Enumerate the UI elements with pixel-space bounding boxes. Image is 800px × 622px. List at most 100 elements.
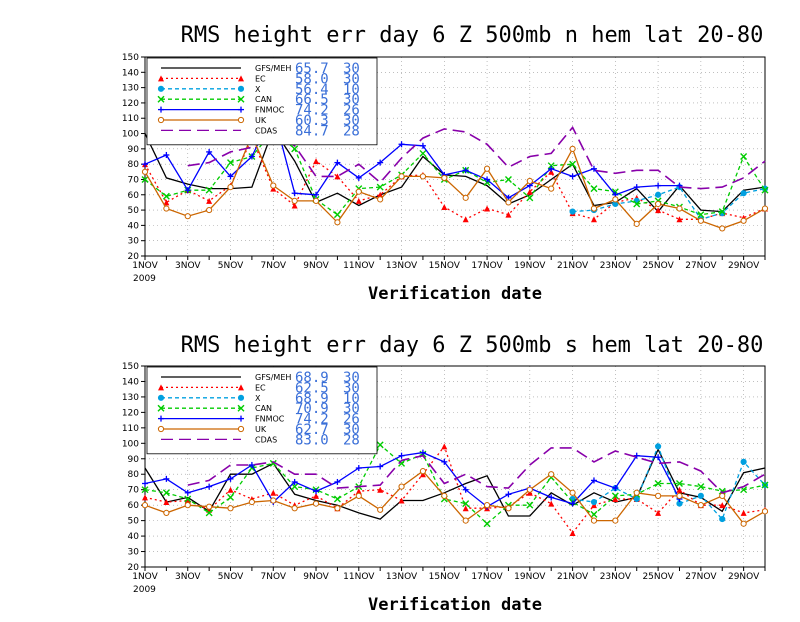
data-point-can <box>483 520 491 528</box>
data-point-uk <box>206 206 213 214</box>
data-point-x <box>569 208 576 215</box>
y-axis: 20 30 40 50 60 70 80 90 100 110 120 130 140 150 <box>122 53 145 262</box>
legend-entry-fnmoc: FNMOC 74.2 26 <box>158 412 360 428</box>
data-point-uk <box>291 197 298 204</box>
data-point-uk <box>526 486 533 493</box>
data-point-uk <box>377 506 384 513</box>
data-point-ec <box>655 207 662 214</box>
data-point-uk <box>141 502 149 509</box>
data-point-uk <box>633 489 640 496</box>
data-point-uk <box>719 492 726 499</box>
data-point-can <box>590 510 598 518</box>
data-point-fnmoc <box>142 480 148 487</box>
data-point-fnmoc <box>633 184 640 191</box>
x-tick-label: 29NOV <box>728 572 760 582</box>
data-point-ec <box>548 168 555 175</box>
legend-label: X <box>255 85 261 94</box>
data-point-ec <box>142 494 148 501</box>
data-point-uk <box>312 197 320 204</box>
series-line-x <box>572 186 766 221</box>
x-tick-label: 25NOV <box>642 261 674 271</box>
x-year-label: 2009 <box>133 585 156 595</box>
data-point-can <box>569 160 577 168</box>
x-tick-label: 7NOV <box>261 572 287 582</box>
x-tick-label: 21NOV <box>557 572 589 582</box>
legend-marker-end <box>238 106 244 113</box>
data-point-can-stroke-b <box>376 183 384 191</box>
chart-south-hemisphere: RMS height err day 6 Z 500mb s hem lat 2… <box>122 333 769 615</box>
legend-mean: 65.7 <box>295 61 329 77</box>
x-tick-label: 1NOV <box>132 261 158 271</box>
data-point-can <box>718 487 726 495</box>
data-point-x <box>740 458 747 465</box>
data-point-x <box>655 191 662 198</box>
data-point-uk <box>355 492 362 499</box>
data-point-can <box>718 208 726 216</box>
data-point-fnmoc <box>484 176 491 183</box>
data-point-can <box>761 481 769 489</box>
data-point-can-stroke-b <box>205 186 213 194</box>
y-tick-label: 110 <box>122 114 139 124</box>
data-point-ec <box>612 495 619 502</box>
y-tick-label: 130 <box>122 393 139 403</box>
legend-entry-uk: UK 60.3 30 <box>157 113 360 129</box>
legend-label: CDAS <box>255 126 277 135</box>
data-point-can <box>504 175 512 183</box>
legend-count: 26 <box>343 412 360 428</box>
data-point-fnmoc <box>398 141 405 148</box>
data-point-can <box>205 509 213 517</box>
data-point-x <box>590 498 598 506</box>
y-tick-label: 140 <box>122 68 139 78</box>
data-point-fnmoc <box>206 483 213 490</box>
legend-count: 30 <box>343 71 360 87</box>
data-point-ec <box>484 205 491 212</box>
legend-label: GFS/MEH <box>255 64 291 73</box>
data-point-can-stroke-b <box>718 487 726 495</box>
data-point-uk <box>248 498 255 506</box>
data-point-fnmoc <box>419 449 426 456</box>
data-point-uk <box>312 500 320 507</box>
series-group <box>141 441 769 536</box>
data-point-ec <box>676 216 683 223</box>
legend-label: EC <box>255 383 266 392</box>
data-point-uk <box>590 205 598 212</box>
data-point-fnmoc <box>248 153 255 160</box>
data-point-ec <box>270 489 277 496</box>
legend-marker-start <box>157 95 165 103</box>
x-tick-label: 13NOV <box>386 261 418 271</box>
data-point-can-stroke-b <box>419 149 427 157</box>
legend-marker-end <box>237 85 245 92</box>
x-tick-label: 19NOV <box>514 572 546 582</box>
legend-mean: 84.7 <box>295 123 329 139</box>
legend-label: UK <box>255 425 267 434</box>
data-point-ec <box>462 216 469 223</box>
data-point-can <box>205 186 213 194</box>
legend-mean: 58.0 <box>295 71 329 87</box>
legend-entry-can: CAN 66.5 30 <box>157 92 360 108</box>
legend-label: FNMOC <box>255 415 285 424</box>
data-point-fnmoc <box>206 148 213 155</box>
data-point-uk <box>141 168 149 175</box>
x-tick-label: 9NOV <box>303 572 329 582</box>
legend-mean: 68.9 <box>295 370 329 386</box>
x-tick-label: 17NOV <box>471 572 503 582</box>
data-point-fnmoc <box>291 190 298 197</box>
y-tick-label: 90 <box>128 145 140 155</box>
data-point-ec <box>505 211 512 218</box>
legend-marker-end-stroke-b <box>237 95 245 103</box>
data-point-can-stroke-b <box>227 159 235 167</box>
data-point-fnmoc <box>462 486 469 493</box>
y-tick-label: 40 <box>128 532 140 542</box>
y-tick-label: 60 <box>128 501 140 511</box>
data-point-uk <box>398 483 405 490</box>
series-line-can <box>144 443 766 525</box>
data-point-uk <box>462 517 469 524</box>
data-point-uk <box>419 173 427 180</box>
data-point-can-stroke-b <box>569 160 577 168</box>
legend-mean: 56.4 <box>295 82 329 98</box>
data-point-ec <box>227 486 234 493</box>
data-point-can <box>611 492 619 500</box>
series-can <box>141 441 769 528</box>
y-tick-label: 130 <box>122 84 139 94</box>
data-point-can-stroke-b <box>333 495 341 503</box>
